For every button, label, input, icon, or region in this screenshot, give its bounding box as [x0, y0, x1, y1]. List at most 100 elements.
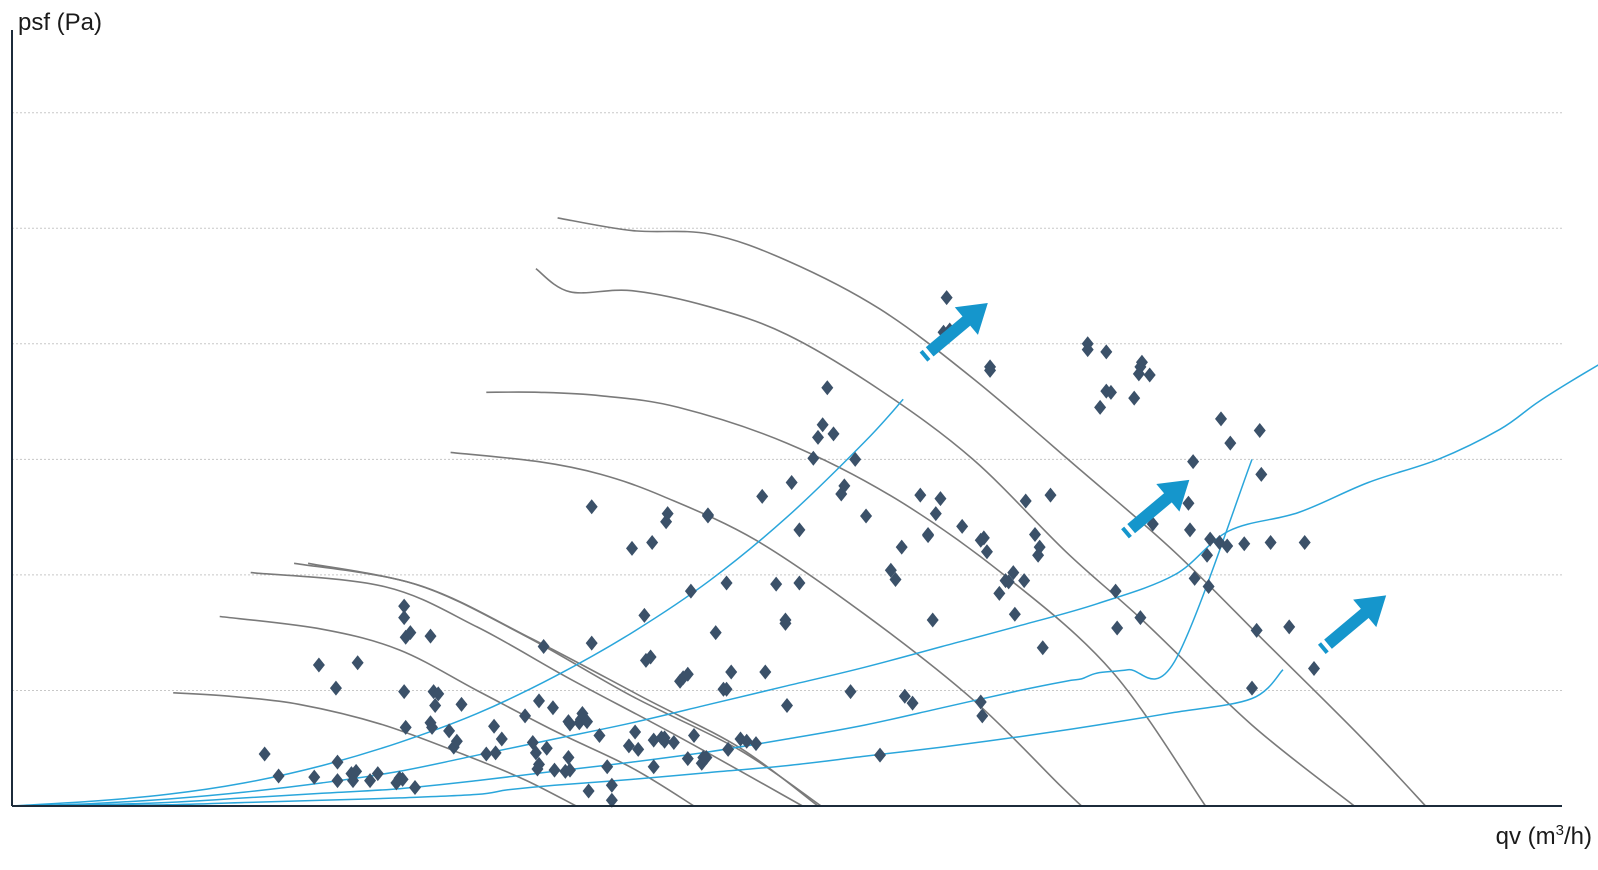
data-point [1135, 354, 1148, 370]
data-point [1204, 531, 1217, 547]
data-point [432, 686, 445, 702]
data-point [725, 664, 738, 680]
system-curve [11, 669, 1284, 807]
data-point [976, 708, 989, 724]
data-point [816, 417, 829, 433]
data-point [1184, 522, 1196, 538]
data-point [398, 598, 411, 614]
data-point [537, 639, 550, 655]
data-point [1201, 547, 1214, 563]
data-point [455, 696, 468, 712]
arrow-marker [919, 303, 988, 362]
data-point [1250, 622, 1263, 638]
data-point [1128, 390, 1141, 406]
data-point [688, 728, 700, 744]
data-point [548, 762, 561, 778]
fan-curve [250, 571, 803, 807]
arrow-markers [919, 303, 1387, 654]
data-point [647, 759, 660, 775]
data-point [593, 728, 606, 744]
data-point [564, 762, 576, 778]
data-point [827, 426, 840, 442]
data-point [740, 733, 753, 749]
arrow-tail-stripe [1121, 526, 1132, 539]
data-point [272, 768, 285, 784]
data-point [1081, 342, 1094, 358]
data-point [1264, 535, 1277, 551]
arrow-shaft [1127, 491, 1174, 534]
data-point [1036, 640, 1049, 656]
data-point [821, 380, 834, 396]
data-point [396, 771, 409, 787]
fan-curve [486, 391, 1207, 807]
fan-curve [219, 615, 695, 807]
data-point [1224, 435, 1237, 451]
data-point [1007, 565, 1020, 581]
data-point [895, 539, 908, 555]
data-point [605, 792, 618, 808]
data-point [984, 362, 997, 378]
data-point [929, 506, 942, 522]
data-point [488, 718, 501, 734]
data-point [629, 724, 642, 740]
data-points [258, 290, 1320, 808]
data-point [974, 694, 987, 710]
data-point [1094, 399, 1107, 415]
data-point [1215, 411, 1227, 427]
data-point [605, 777, 618, 793]
data-point [1019, 493, 1032, 509]
data-point [540, 740, 553, 756]
data-point [371, 766, 384, 782]
fan-curve [535, 268, 1355, 807]
data-point [564, 716, 576, 732]
data-point [582, 783, 595, 799]
data-point [940, 290, 953, 306]
data-point [409, 780, 421, 796]
data-point [980, 544, 993, 560]
data-point [874, 747, 886, 763]
data-point [1033, 539, 1046, 555]
data-point [622, 738, 635, 754]
axes [11, 30, 1562, 807]
data-point [770, 576, 783, 592]
data-point [443, 723, 456, 739]
data-point [331, 754, 344, 770]
data-point [1132, 366, 1145, 382]
data-point [838, 478, 851, 494]
data-point [1134, 610, 1147, 626]
data-point [1111, 620, 1124, 636]
data-point [495, 731, 508, 747]
data-point [601, 759, 614, 775]
data-point [898, 688, 911, 704]
data-point [426, 719, 439, 735]
data-point [350, 763, 363, 779]
data-point [398, 684, 411, 700]
data-point [667, 734, 680, 750]
data-point [793, 522, 806, 538]
data-point [1308, 660, 1320, 676]
data-point [926, 612, 939, 628]
data-point [1253, 422, 1266, 438]
data-point [884, 562, 897, 578]
system-curve [11, 398, 904, 807]
data-point [450, 733, 463, 749]
data-point [934, 491, 947, 507]
data-point [1044, 487, 1057, 503]
data-point [1246, 680, 1258, 696]
arrow-marker [1121, 479, 1190, 539]
x-axis-label: qv (m3/h) [1496, 822, 1592, 851]
data-point [533, 756, 545, 772]
data-point [781, 697, 793, 713]
data-point [398, 610, 411, 626]
data-point [364, 773, 377, 789]
data-point [1109, 583, 1122, 599]
fan-curve [307, 562, 819, 807]
data-point [329, 680, 342, 696]
data-point [812, 429, 824, 445]
data-point [1018, 573, 1031, 589]
fan-curves [173, 217, 1427, 807]
data-point [889, 572, 902, 588]
data-point [720, 575, 733, 591]
fan-curve [173, 692, 577, 807]
data-point [785, 474, 798, 490]
